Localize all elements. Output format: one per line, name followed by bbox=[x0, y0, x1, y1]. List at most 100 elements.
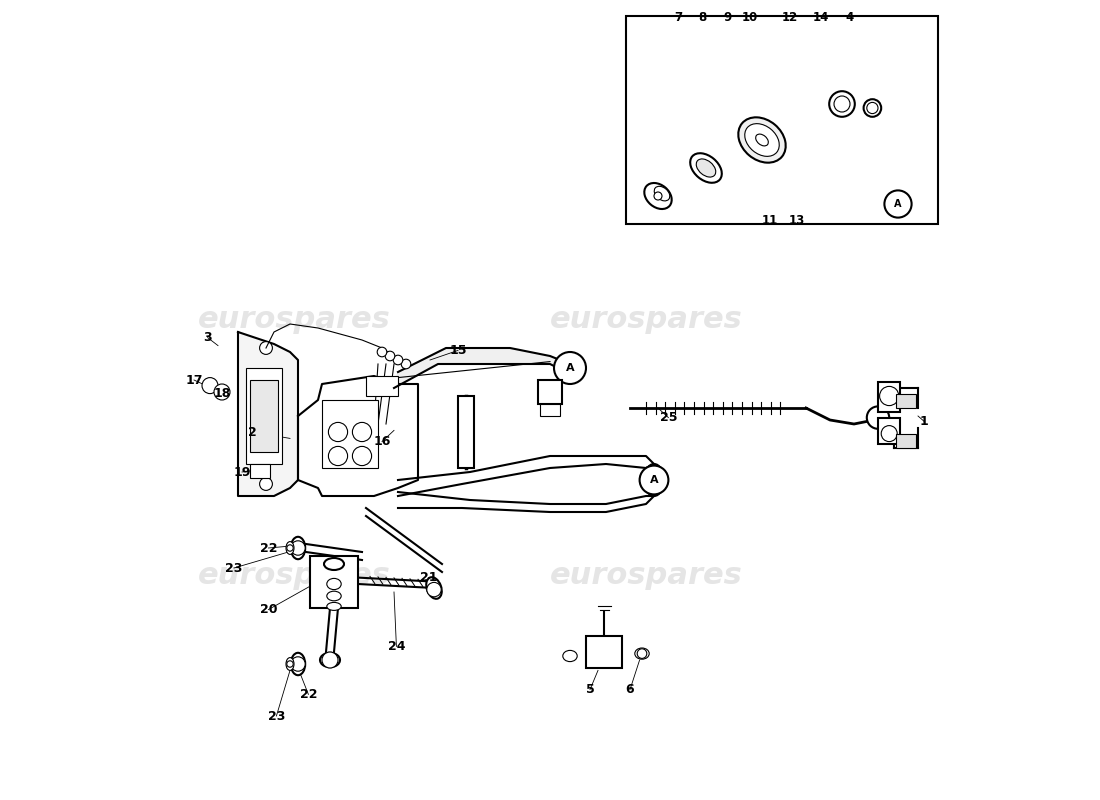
Bar bbox=[896, 434, 915, 448]
Circle shape bbox=[322, 652, 338, 668]
Ellipse shape bbox=[644, 464, 664, 496]
Ellipse shape bbox=[690, 154, 722, 182]
Circle shape bbox=[329, 446, 348, 466]
Circle shape bbox=[637, 649, 647, 658]
Ellipse shape bbox=[563, 650, 578, 662]
Circle shape bbox=[287, 545, 294, 551]
Ellipse shape bbox=[696, 159, 716, 177]
Text: 2: 2 bbox=[248, 426, 256, 438]
Text: 15: 15 bbox=[449, 344, 466, 357]
Text: eurospares: eurospares bbox=[198, 306, 390, 334]
Polygon shape bbox=[298, 376, 418, 496]
Circle shape bbox=[352, 446, 372, 466]
Ellipse shape bbox=[286, 542, 294, 554]
Text: 12: 12 bbox=[782, 11, 799, 24]
Text: 4: 4 bbox=[846, 11, 854, 24]
Ellipse shape bbox=[635, 648, 649, 659]
Text: 11: 11 bbox=[762, 214, 778, 226]
Bar bbox=[458, 396, 474, 468]
Circle shape bbox=[554, 352, 586, 384]
Ellipse shape bbox=[654, 186, 670, 201]
Bar bbox=[366, 376, 398, 396]
Circle shape bbox=[867, 102, 878, 114]
Polygon shape bbox=[398, 492, 654, 512]
Circle shape bbox=[884, 190, 912, 218]
Ellipse shape bbox=[286, 658, 294, 670]
Text: 13: 13 bbox=[789, 214, 804, 226]
Circle shape bbox=[290, 541, 305, 555]
Text: 23: 23 bbox=[267, 710, 285, 722]
Polygon shape bbox=[394, 348, 570, 388]
Circle shape bbox=[867, 406, 889, 429]
Circle shape bbox=[427, 582, 441, 597]
Circle shape bbox=[329, 422, 348, 442]
Text: A: A bbox=[565, 363, 574, 373]
Bar bbox=[626, 16, 938, 224]
Ellipse shape bbox=[756, 134, 768, 146]
Ellipse shape bbox=[745, 124, 779, 156]
Text: 9: 9 bbox=[724, 11, 732, 24]
Text: 6: 6 bbox=[626, 683, 635, 696]
Ellipse shape bbox=[324, 558, 344, 570]
Text: 23: 23 bbox=[226, 562, 243, 574]
Bar bbox=[540, 404, 560, 416]
Ellipse shape bbox=[320, 653, 340, 667]
Circle shape bbox=[385, 351, 395, 361]
Ellipse shape bbox=[864, 99, 881, 117]
Polygon shape bbox=[238, 332, 298, 496]
Circle shape bbox=[639, 466, 669, 494]
Text: 7: 7 bbox=[674, 11, 682, 24]
Circle shape bbox=[214, 384, 230, 400]
Ellipse shape bbox=[290, 537, 305, 559]
Text: 5: 5 bbox=[585, 683, 594, 696]
Bar bbox=[538, 380, 562, 404]
Text: 18: 18 bbox=[213, 387, 231, 400]
Bar bbox=[250, 380, 278, 452]
Text: 16: 16 bbox=[373, 435, 390, 448]
Text: 25: 25 bbox=[660, 411, 678, 424]
Circle shape bbox=[834, 96, 850, 112]
Text: eurospares: eurospares bbox=[550, 562, 742, 590]
Text: 8: 8 bbox=[697, 11, 706, 24]
Text: 20: 20 bbox=[260, 603, 277, 616]
Circle shape bbox=[402, 359, 410, 369]
Text: 19: 19 bbox=[233, 466, 251, 478]
Text: 14: 14 bbox=[812, 11, 828, 24]
Bar bbox=[250, 464, 270, 478]
Text: A: A bbox=[894, 199, 902, 209]
Circle shape bbox=[880, 386, 899, 406]
Text: 10: 10 bbox=[741, 11, 758, 24]
Text: 21: 21 bbox=[420, 571, 437, 584]
Bar bbox=[878, 418, 901, 444]
Circle shape bbox=[654, 192, 662, 200]
Bar bbox=[310, 556, 358, 608]
Ellipse shape bbox=[829, 91, 855, 117]
Ellipse shape bbox=[560, 353, 580, 383]
Text: 1: 1 bbox=[920, 415, 928, 428]
Circle shape bbox=[352, 422, 372, 442]
Bar bbox=[322, 400, 378, 468]
Text: eurospares: eurospares bbox=[550, 306, 742, 334]
Ellipse shape bbox=[327, 591, 341, 601]
Circle shape bbox=[377, 347, 387, 357]
Circle shape bbox=[393, 355, 403, 365]
Circle shape bbox=[202, 378, 218, 394]
Bar bbox=[878, 382, 901, 412]
Ellipse shape bbox=[290, 653, 305, 675]
Ellipse shape bbox=[327, 602, 341, 610]
Text: 22: 22 bbox=[299, 688, 317, 701]
Ellipse shape bbox=[426, 577, 442, 599]
Text: 24: 24 bbox=[387, 640, 405, 653]
Text: A: A bbox=[650, 475, 658, 485]
Bar bbox=[586, 636, 622, 668]
Circle shape bbox=[260, 478, 273, 490]
Ellipse shape bbox=[327, 578, 341, 590]
Text: eurospares: eurospares bbox=[198, 562, 390, 590]
Circle shape bbox=[287, 661, 294, 667]
Circle shape bbox=[881, 426, 898, 442]
Text: 3: 3 bbox=[204, 331, 212, 344]
Ellipse shape bbox=[645, 183, 672, 209]
Bar bbox=[246, 368, 282, 464]
Circle shape bbox=[260, 342, 273, 354]
Circle shape bbox=[290, 657, 305, 671]
